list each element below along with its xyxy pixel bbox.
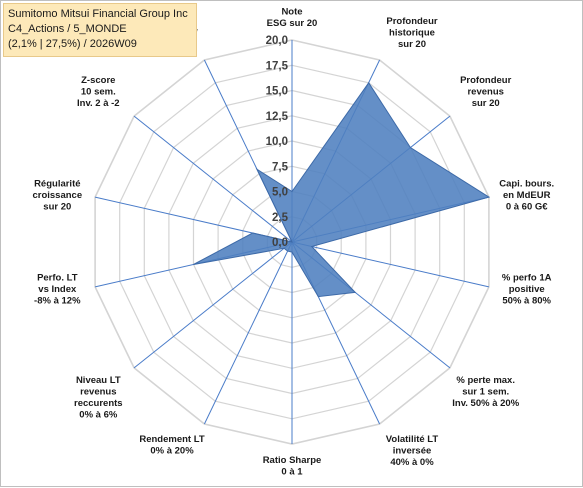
axis-label-line: vs Index [38,284,77,295]
axis-label-line: sur 1 sem. [462,387,509,398]
axis-label: % perte max.sur 1 sem.Inv. 50% à 20% [452,375,519,409]
spoke-line [133,115,293,243]
axis-label-line: Perfo. LT [37,273,78,284]
axis-label-line: 0 à 60 G€ [506,201,548,212]
tick-label: 12,5 [266,111,289,123]
tick-label: 0,0 [272,237,288,249]
tick-label: 15,0 [266,86,288,98]
tick-label: 10,0 [266,136,288,148]
axis-label-line: 40% à 0% [390,457,434,468]
axis-label-line: Rendement LT [139,434,204,445]
axis-label-line: inversée [393,446,432,457]
chart-title-category: C4_Actions / 5_MONDE [8,23,127,35]
axis-label-line: croissance [32,190,82,201]
axis-label-line: 0 à 1 [281,467,303,478]
chart-title-company: Sumitomo Mitsui Financial Group Inc [8,8,188,20]
axis-label-line: sur 20 [43,201,71,212]
axis-label-line: positive [509,284,545,295]
axis-label-line: sur 20 [472,98,500,109]
tick-label: 17,5 [266,60,289,72]
tick-label: 20,0 [266,35,288,47]
axis-label-line: Inv. 50% à 20% [452,398,519,409]
series-area [193,81,491,298]
axis-label-line: en MdEUR [503,190,551,201]
axis-label-line: 0% à 6% [79,410,118,421]
axis-label-line: 50% à 80% [502,296,551,307]
axis-label-line: revenus [80,387,116,398]
axis-label-line: historique [389,28,435,39]
axis-label-line: 10 sem. [81,86,116,97]
axis-label: Rendement LT0% à 20% [139,434,204,457]
axis-label-line: % perte max. [456,375,515,386]
tick-label: 7,5 [272,161,289,173]
chart-title-box: Sumitomo Mitsui Financial Group Inc C4_A… [3,3,197,57]
axis-label-line: revenus [467,86,503,97]
tick-label: 5,0 [272,187,288,199]
axis-label-line: % perfo 1A [502,273,552,284]
axis-label-line: Profondeur [386,16,437,27]
axis-label-line: sur 20 [398,39,426,50]
axis-label-line: Volatilité LT [386,434,439,445]
axis-label-line: reccurents [74,398,123,409]
spoke-line [203,241,293,425]
axis-label-line: Capi. bours. [499,178,554,189]
axis-label-line: -8% à 12% [34,296,81,307]
axis-label-line: Ratio Sharpe [263,455,322,466]
axis-label-line: ESG sur 20 [267,18,318,29]
axis-label-line: Profondeur [460,75,511,86]
axis-label-line: Régularité [34,178,80,189]
radar-series [193,81,491,298]
axis-label-line: Niveau LT [76,375,121,386]
spoke-line [291,241,490,288]
tick-label: 2,5 [272,212,289,224]
radar-tick-labels: 0,0 2,5 5,0 7,5 10,0 12,5 15,0 17,5 20,0 [266,35,289,249]
spoke-line [133,241,293,369]
axis-label-line: Z-score [81,75,115,86]
axis-label-line: 0% à 20% [150,446,194,457]
axis-label-line: Inv. 2 à -2 [77,98,120,109]
axis-label-line: Note [281,7,302,18]
chart-title-period: (2,1% | 27,5%) / 2026W09 [8,38,137,50]
